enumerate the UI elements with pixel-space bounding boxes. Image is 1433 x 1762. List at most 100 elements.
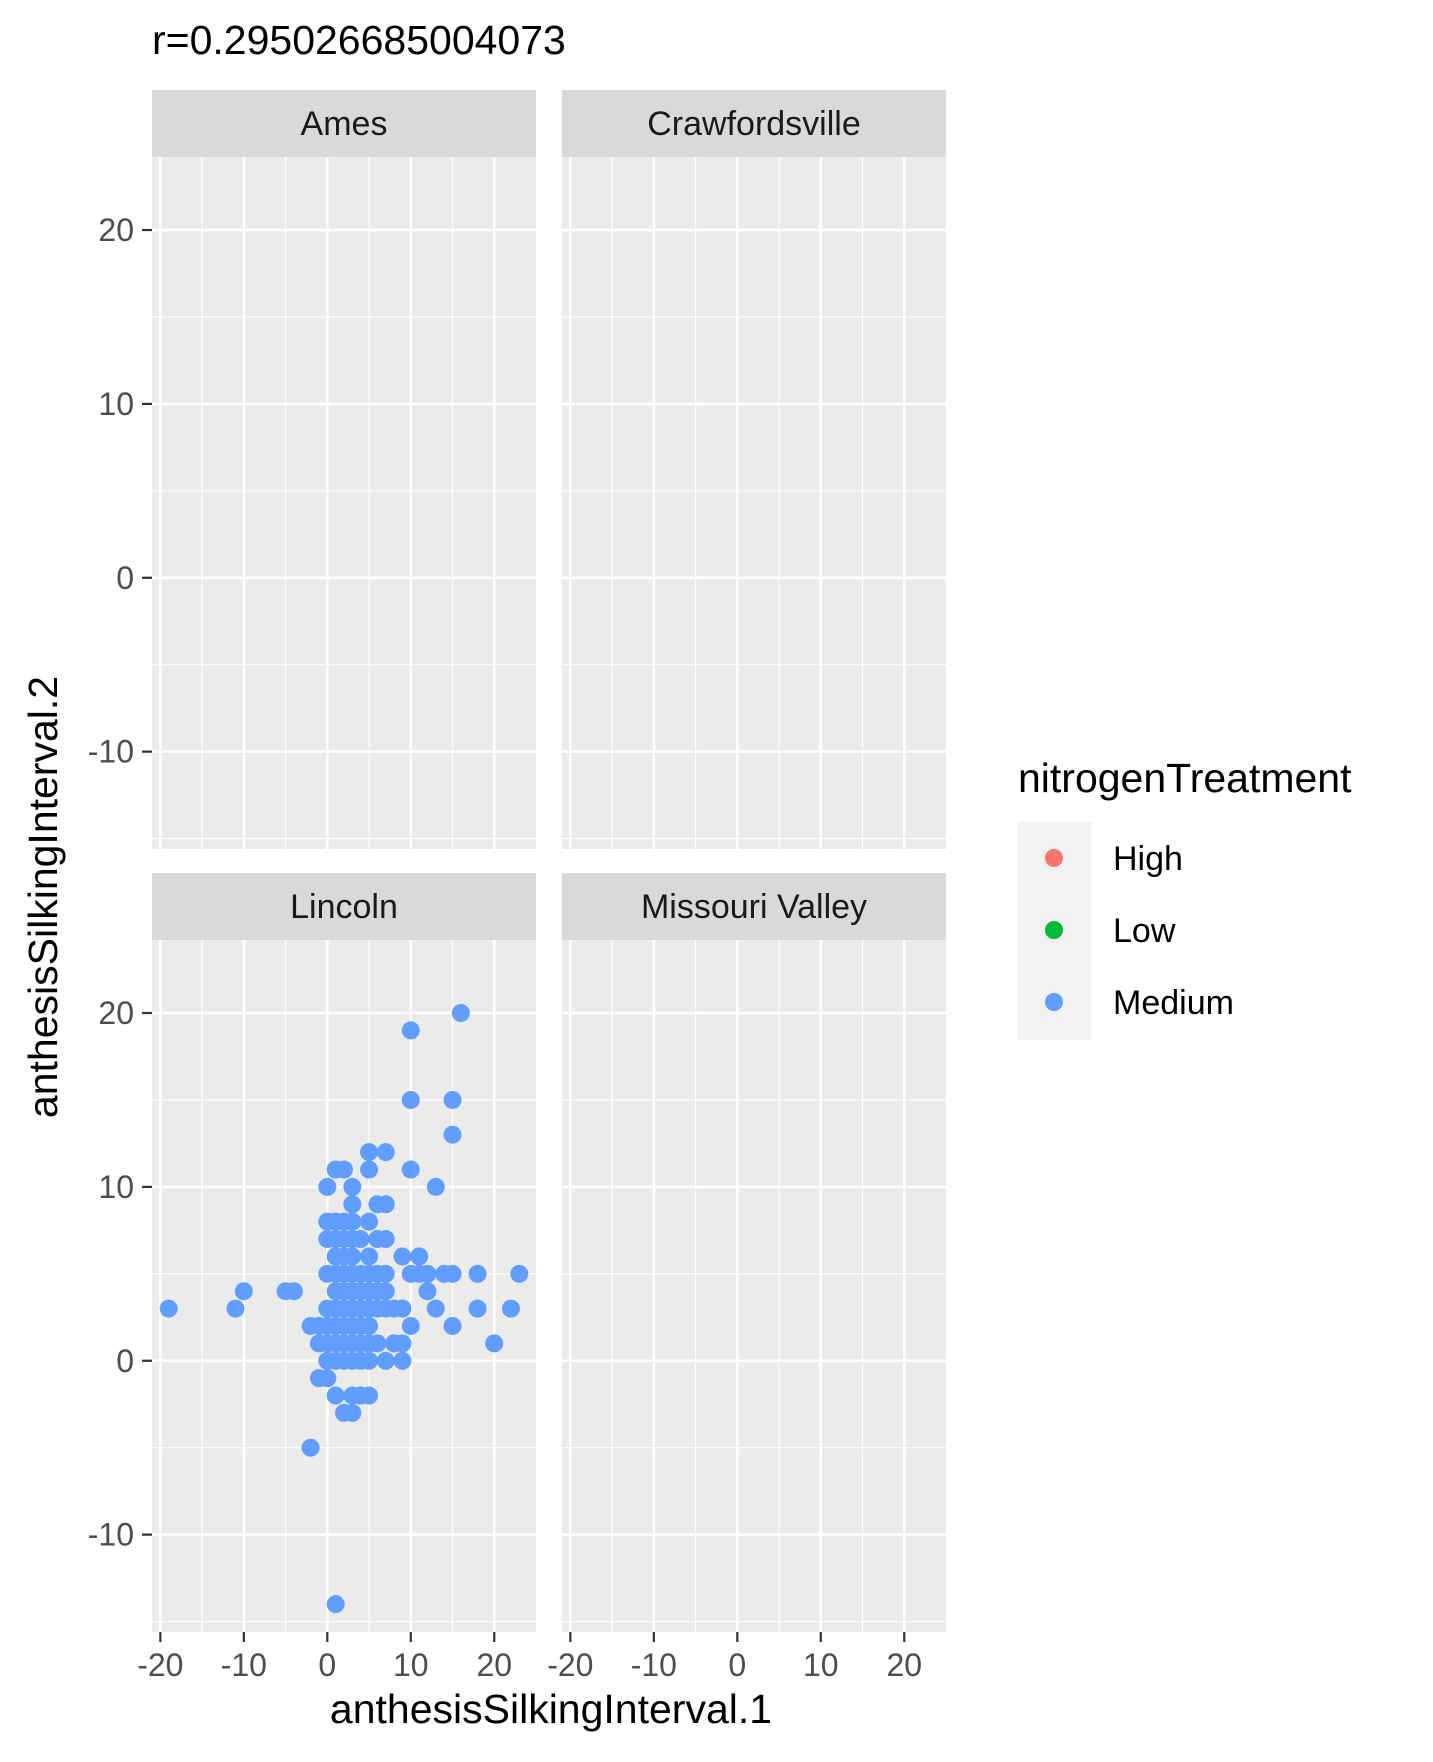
- legend-title: nitrogenTreatment: [1018, 755, 1352, 801]
- y-tick-label: -10: [88, 734, 134, 770]
- y-tick-label: 0: [116, 1343, 134, 1379]
- data-point: [443, 1090, 462, 1109]
- data-point: [360, 1160, 379, 1179]
- legend-key-high: [1045, 849, 1063, 867]
- gridlines: [562, 940, 946, 1632]
- data-point: [393, 1299, 412, 1318]
- data-point: [401, 1316, 420, 1335]
- facet-strip: [562, 90, 946, 157]
- x-tick-label: 0: [318, 1647, 336, 1683]
- y-tick-label: 20: [98, 212, 134, 248]
- data-point: [318, 1369, 337, 1388]
- data-point: [360, 1212, 379, 1231]
- facet-panel-lincoln: Lincoln: [152, 873, 536, 1632]
- x-tick-label: 20: [886, 1647, 922, 1683]
- data-point: [301, 1438, 320, 1457]
- data-point: [376, 1230, 395, 1249]
- facet-panel-missouri-valley: Missouri Valley: [562, 873, 946, 1632]
- y-tick-label: 10: [98, 1169, 134, 1205]
- y-tick-label: 10: [98, 386, 134, 422]
- data-point: [418, 1264, 437, 1283]
- points: [159, 1004, 529, 1614]
- legend-key-low: [1045, 921, 1063, 939]
- data-point: [343, 1195, 362, 1214]
- data-point: [443, 1316, 462, 1335]
- data-point: [351, 1230, 370, 1249]
- facet-strip-label: Ames: [301, 105, 388, 143]
- facet-strip: [562, 873, 946, 940]
- facet-panel-ames: Ames: [152, 90, 536, 849]
- data-point: [426, 1299, 445, 1318]
- data-point: [401, 1160, 420, 1179]
- data-point: [443, 1125, 462, 1144]
- data-point: [468, 1264, 487, 1283]
- x-tick-label: 0: [728, 1647, 746, 1683]
- x-tick-label: -20: [137, 1647, 183, 1683]
- gridlines: [152, 157, 536, 849]
- x-tick-label: -10: [221, 1647, 267, 1683]
- facet-strip-label: Crawfordsville: [647, 105, 861, 143]
- data-point: [443, 1264, 462, 1283]
- data-point: [326, 1386, 345, 1405]
- x-tick-label: 20: [476, 1647, 512, 1683]
- data-point: [318, 1177, 337, 1196]
- panel-background: [152, 157, 536, 849]
- legend-label-low: Low: [1113, 912, 1176, 950]
- facet-strip-label: Lincoln: [290, 888, 398, 926]
- legend-key-medium: [1045, 993, 1063, 1011]
- facet-panels: Ames Crawfordsville Lincoln Missouri Valley: [152, 90, 946, 1632]
- y-tick-label: -10: [88, 1517, 134, 1553]
- data-point: [401, 1021, 420, 1040]
- data-point: [451, 1004, 470, 1023]
- x-tick-label: -20: [547, 1647, 593, 1683]
- data-point: [393, 1247, 412, 1266]
- data-point: [284, 1282, 303, 1301]
- data-point: [376, 1351, 395, 1370]
- y-axis: 20 10 0 -10 20 10 0 -10: [88, 212, 152, 1553]
- facet-strip: [152, 90, 536, 157]
- data-point: [343, 1212, 362, 1231]
- panel-background: [562, 940, 946, 1632]
- data-point: [410, 1247, 429, 1266]
- legend-entries: High Low Medium: [1045, 840, 1234, 1022]
- facet-strip-label: Missouri Valley: [641, 888, 867, 926]
- legend-label-medium: Medium: [1113, 984, 1234, 1022]
- data-point: [501, 1299, 520, 1318]
- y-axis-title: anthesisSilkingInterval.2: [20, 676, 66, 1118]
- data-point: [360, 1351, 379, 1370]
- data-point: [226, 1299, 245, 1318]
- data-point: [343, 1177, 362, 1196]
- data-point: [393, 1334, 412, 1353]
- x-axis-title: anthesisSilkingInterval.1: [330, 1686, 772, 1732]
- data-point: [426, 1177, 445, 1196]
- data-point: [376, 1282, 395, 1301]
- data-point: [510, 1264, 529, 1283]
- x-tick-label: 10: [393, 1647, 429, 1683]
- x-tick-label: 10: [803, 1647, 839, 1683]
- data-point: [401, 1090, 420, 1109]
- y-tick-label: 0: [116, 560, 134, 596]
- x-tick-label: -10: [631, 1647, 677, 1683]
- data-point: [360, 1247, 379, 1266]
- legend: nitrogenTreatment High Low Medium: [1018, 755, 1352, 1040]
- data-point: [234, 1282, 253, 1301]
- data-point: [376, 1143, 395, 1162]
- data-point: [376, 1264, 395, 1283]
- gridlines: [562, 157, 946, 849]
- panel-background: [562, 157, 946, 849]
- facet-strip: [152, 873, 536, 940]
- data-point: [418, 1282, 437, 1301]
- data-point: [393, 1351, 412, 1370]
- data-point: [360, 1316, 379, 1335]
- data-point: [335, 1160, 353, 1179]
- facet-panel-crawfordsville: Crawfordsville: [562, 90, 946, 849]
- data-point: [326, 1595, 345, 1614]
- data-point: [343, 1247, 362, 1266]
- data-point: [360, 1143, 379, 1162]
- data-point: [360, 1386, 379, 1405]
- data-point: [485, 1334, 504, 1353]
- legend-label-high: High: [1113, 840, 1183, 878]
- y-tick-label: 20: [98, 995, 134, 1031]
- x-axis: -20 -10 0 10 20 -20 -10 0 10 20: [137, 1632, 922, 1683]
